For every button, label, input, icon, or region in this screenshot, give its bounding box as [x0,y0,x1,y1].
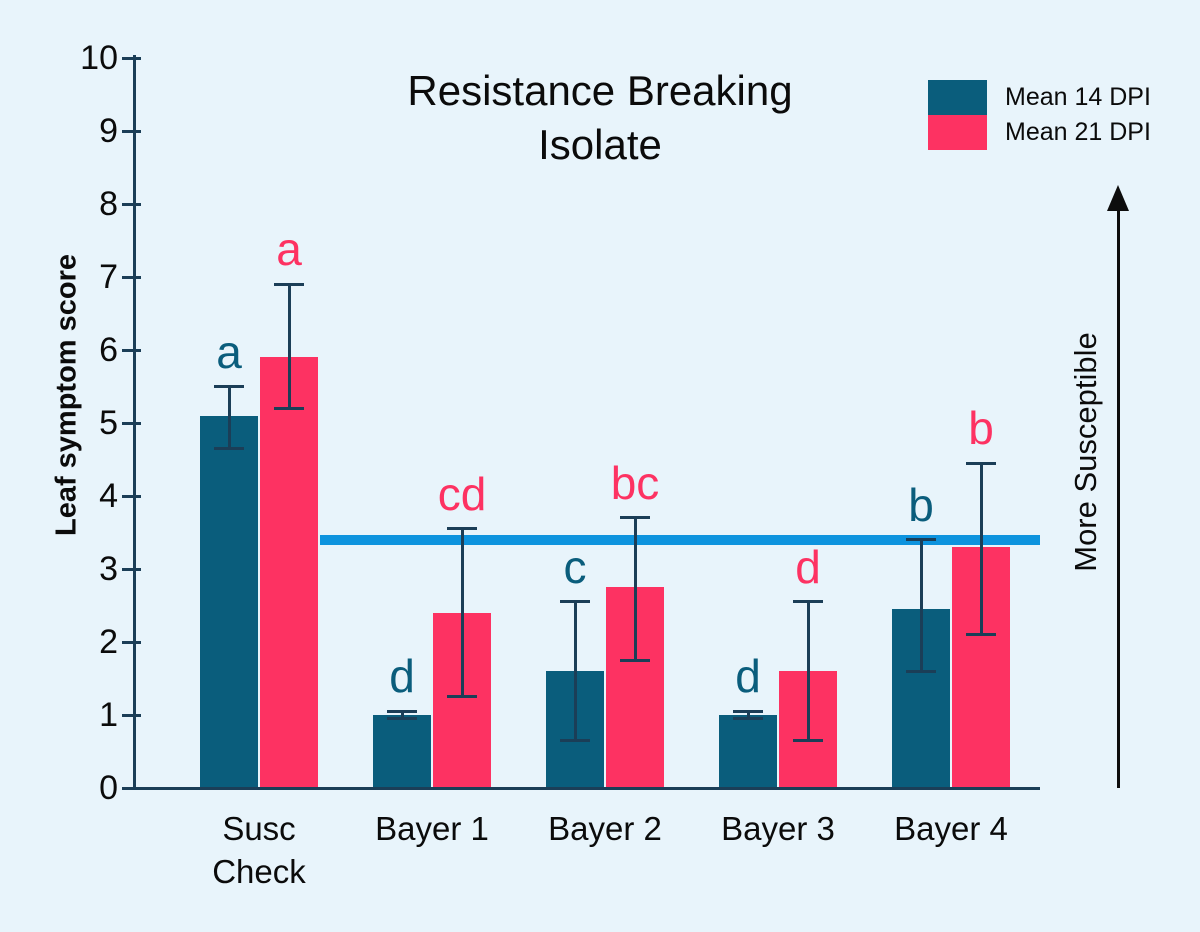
legend-swatch-icon [928,115,987,150]
error-cap-top [447,527,477,531]
y-tick-10 [122,57,141,60]
error-cap-top [733,709,763,713]
x-category-label-susc-check: Susc Check [212,810,306,890]
error-cap-bottom [387,717,417,721]
y-tick-label-4: 4 [99,477,118,515]
error-bar [746,711,750,719]
error-cap-top [274,282,304,286]
chart-title: Resistance Breaking Isolate [250,64,950,172]
y-tick-label-8: 8 [99,185,118,223]
error-bar [633,517,637,661]
error-cap-bottom [274,406,304,410]
y-tick-2 [122,641,141,644]
error-cap-bottom [733,717,763,721]
error-cap-top [560,600,590,604]
sig-letter-bayer-2-1: c [563,540,587,593]
y-tick-7 [122,276,141,279]
error-bar [460,528,464,697]
error-cap-bottom [906,669,936,673]
error-cap-top [620,516,650,520]
legend-row: Mean 14 DPI [928,80,1151,115]
sig-letter-bayer-1-1: d [389,650,415,703]
error-cap-bottom [447,695,477,699]
x-category-label-bayer-2: Bayer 2 [548,810,662,847]
y-tick-label-1: 1 [99,696,118,734]
x-axis-line [133,787,1040,790]
error-bar [287,284,291,409]
y-tick-6 [122,349,141,352]
error-cap-bottom [214,447,244,451]
error-bar [227,386,231,449]
error-cap-top [387,709,417,713]
y-tick-label-7: 7 [99,258,118,296]
error-bar [400,711,404,719]
y-tick-label-9: 9 [99,112,118,150]
y-tick-label-0: 0 [99,769,118,807]
x-category-label-bayer-4: Bayer 4 [894,810,1008,847]
more-susceptible-label: More Susceptible [1068,332,1103,572]
chart-legend: Mean 14 DPI Mean 21 DPI [928,80,1151,150]
legend-label: Mean 21 DPI [1005,118,1151,146]
legend-row: Mean 21 DPI [928,115,1151,150]
threshold-line [320,534,1040,545]
sig-letter-bayer-4-2: b [968,402,994,455]
legend-label: Mean 14 DPI [1005,83,1151,111]
bar-mean-14-dpi-bayer-1 [373,715,431,790]
error-cap-top [214,385,244,388]
y-tick-0 [122,787,141,790]
error-bar [919,539,923,672]
sig-letter-bayer-1-2: cd [437,467,487,520]
y-tick-9 [122,130,141,133]
sig-letter-susc-check-2: a [276,223,302,276]
error-cap-bottom [966,633,996,637]
y-tick-5 [122,422,141,425]
sig-letter-susc-check-1: a [216,325,242,378]
error-bar [979,463,983,635]
bar-mean-14-dpi-susc-check [200,415,258,790]
error-cap-top [966,461,996,465]
y-tick-label-5: 5 [99,404,118,442]
y-tick-4 [122,495,141,498]
y-tick-1 [122,714,141,717]
error-bar [806,601,810,741]
y-tick-label-10: 10 [80,39,118,77]
y-tick-3 [122,568,141,571]
y-tick-label-2: 2 [99,623,118,661]
error-cap-top [906,538,936,542]
bar-mean-21-dpi-susc-check [260,357,318,790]
error-bar [573,601,577,741]
legend-swatch-icon [928,80,987,115]
more-susceptible-arrow [1117,200,1120,788]
sig-letter-bayer-2-2: bc [610,456,660,509]
sig-letter-bayer-3-1: d [735,650,761,703]
y-tick-8 [122,203,141,206]
error-cap-bottom [793,739,823,743]
error-cap-bottom [560,739,590,743]
y-tick-label-3: 3 [99,550,118,588]
bar-mean-14-dpi-bayer-3 [719,715,777,790]
arrow-up-icon [1107,185,1129,211]
error-cap-bottom [620,658,650,662]
x-category-label-bayer-3: Bayer 3 [721,810,835,847]
chart-title-line-2: Isolate [538,120,662,168]
chart-title-line-1: Resistance Breaking [407,67,793,114]
x-category-label-bayer-1: Bayer 1 [375,810,489,847]
y-tick-label-6: 6 [99,331,118,369]
error-cap-top [793,600,823,604]
sig-letter-bayer-3-2: d [795,540,821,593]
sig-letter-bayer-4-1: b [908,478,934,531]
